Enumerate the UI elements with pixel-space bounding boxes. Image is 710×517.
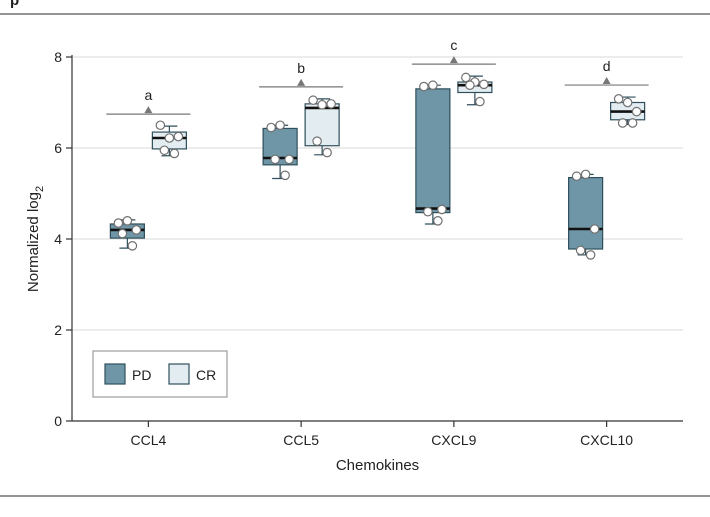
data-point bbox=[280, 170, 290, 181]
box-iqr-rect bbox=[568, 176, 604, 250]
significance-letter: c bbox=[450, 37, 457, 53]
data-point bbox=[169, 148, 180, 159]
y-tick-label: 6 bbox=[54, 140, 62, 156]
data-point bbox=[117, 228, 128, 239]
box-iqr-rect bbox=[304, 103, 340, 147]
box-cr bbox=[457, 72, 493, 107]
y-tick-label: 2 bbox=[54, 322, 62, 338]
data-point bbox=[622, 97, 633, 108]
data-point bbox=[312, 136, 322, 146]
box-series bbox=[109, 72, 646, 260]
x-tick-label: CCL5 bbox=[283, 432, 319, 448]
legend: PD CR bbox=[92, 350, 228, 398]
data-point bbox=[475, 96, 485, 107]
data-point bbox=[571, 171, 582, 182]
data-point bbox=[437, 204, 447, 215]
data-point bbox=[617, 118, 628, 128]
legend-label-pd: PD bbox=[132, 367, 151, 383]
y-axis-label-subscript: 2 bbox=[34, 186, 46, 192]
box-pd bbox=[415, 80, 451, 226]
data-point bbox=[122, 216, 133, 226]
data-point bbox=[479, 79, 489, 90]
data-point bbox=[326, 99, 336, 109]
data-point bbox=[127, 241, 138, 251]
box-iqr-rect bbox=[415, 88, 451, 214]
significance-letter: d bbox=[603, 58, 611, 74]
header-text-fragment: p bbox=[10, 0, 19, 9]
data-point bbox=[159, 145, 170, 156]
box-pd bbox=[568, 169, 604, 260]
data-point bbox=[580, 169, 591, 180]
box-cr bbox=[610, 94, 646, 128]
data-point bbox=[266, 122, 276, 133]
y-tick-label: 4 bbox=[54, 231, 62, 247]
box-cr bbox=[304, 95, 340, 158]
box-pd bbox=[109, 216, 145, 251]
y-axis-label: Normalized log2 bbox=[25, 186, 46, 292]
data-point bbox=[423, 206, 433, 217]
data-point bbox=[433, 216, 443, 226]
triangle-marker-icon bbox=[297, 78, 306, 86]
triangle-marker-icon bbox=[449, 56, 458, 64]
data-point bbox=[419, 81, 429, 92]
x-axis-label: Chemokines bbox=[336, 457, 419, 474]
data-point bbox=[173, 131, 184, 142]
y-tick-label: 8 bbox=[54, 49, 62, 65]
box-pd bbox=[262, 120, 298, 181]
data-point bbox=[575, 245, 586, 256]
data-point bbox=[284, 154, 294, 165]
legend-label-cr: CR bbox=[196, 367, 216, 383]
triangle-marker-icon bbox=[602, 77, 611, 85]
box-cr bbox=[151, 120, 187, 159]
legend-frame bbox=[92, 350, 228, 398]
data-point bbox=[275, 120, 285, 131]
data-point bbox=[113, 218, 124, 228]
data-point bbox=[631, 106, 642, 117]
y-tick-label: 0 bbox=[54, 413, 62, 429]
data-point bbox=[317, 99, 327, 110]
data-point bbox=[155, 120, 166, 131]
data-point bbox=[613, 94, 624, 104]
data-point bbox=[270, 154, 280, 165]
data-point bbox=[465, 80, 475, 91]
data-point bbox=[308, 95, 318, 106]
x-tick-label: CXCL9 bbox=[431, 432, 476, 448]
data-point bbox=[164, 133, 175, 143]
legend-swatch-pd bbox=[104, 363, 126, 385]
x-tick-label: CCL4 bbox=[130, 432, 166, 448]
legend-swatch-cr bbox=[168, 363, 190, 385]
triangle-marker-icon bbox=[144, 106, 153, 114]
x-tick-label: CXCL10 bbox=[580, 432, 633, 448]
data-point bbox=[589, 224, 600, 234]
data-point bbox=[461, 72, 471, 83]
data-point bbox=[428, 80, 438, 91]
significance-letter: b bbox=[297, 60, 305, 76]
data-point bbox=[322, 147, 332, 158]
significance-annotations: a b c d bbox=[106, 37, 649, 115]
data-point bbox=[627, 118, 638, 128]
data-point bbox=[585, 250, 596, 260]
data-point bbox=[131, 225, 142, 235]
significance-letter: a bbox=[144, 87, 152, 103]
y-axis-label-main: Normalized log bbox=[25, 192, 42, 292]
